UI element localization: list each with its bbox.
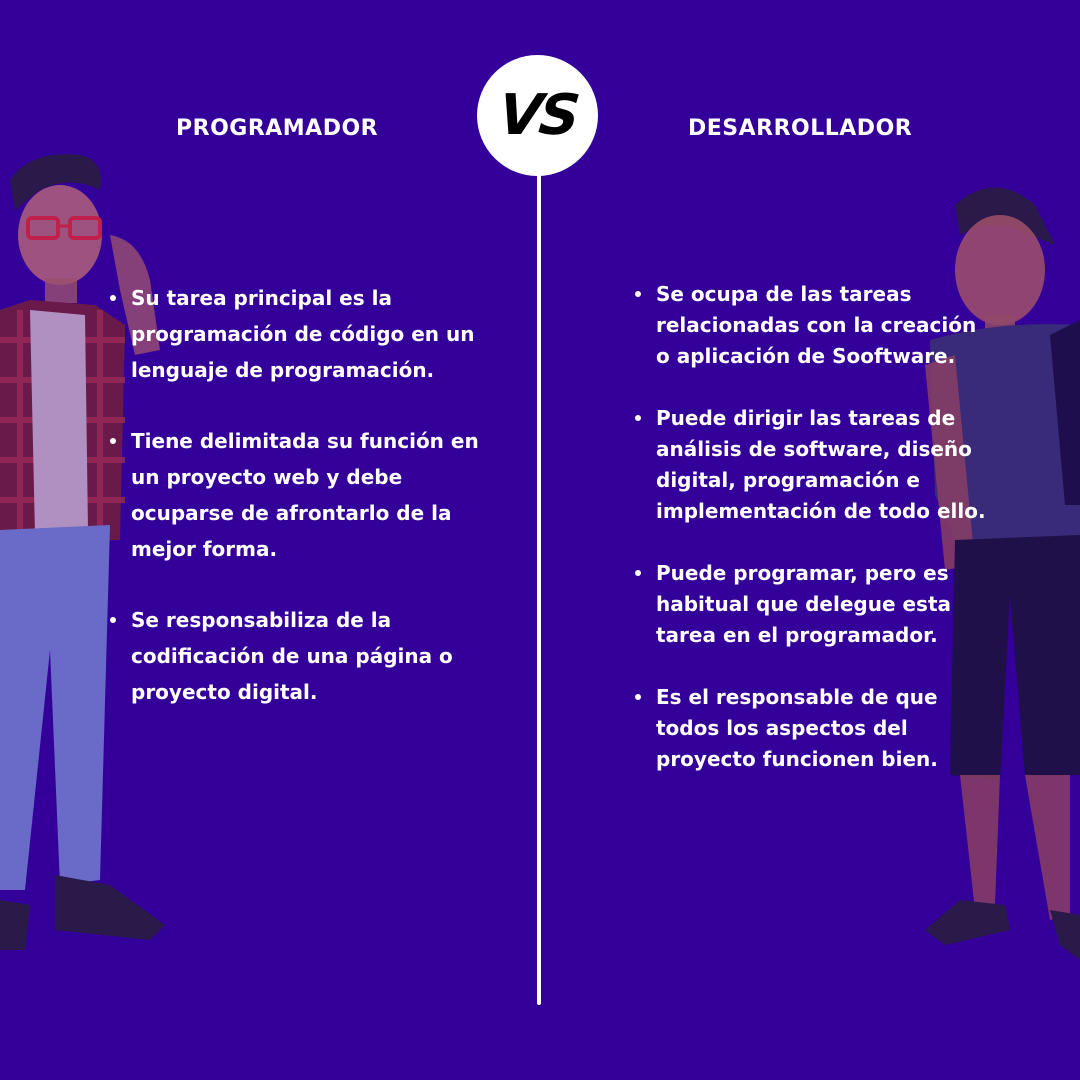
list-item: Su tarea principal es la programación de… <box>110 280 481 388</box>
bullet-icon <box>635 694 641 700</box>
developer-illustration <box>900 175 1080 975</box>
list-item: Puede programar, pero es habitual que de… <box>635 558 996 651</box>
list-item: Se responsabiliza de la codificación de … <box>110 602 481 710</box>
vs-label: VS <box>495 83 580 148</box>
vs-badge: VS <box>477 55 598 176</box>
list-item: Se ocupa de las tareas relacionadas con … <box>635 279 996 372</box>
list-item: Es el responsable de que todos los aspec… <box>635 682 996 775</box>
bullet-icon <box>110 438 116 444</box>
bullet-icon <box>635 570 641 576</box>
bullet-icon <box>635 415 641 421</box>
programmer-heading: PROGRAMADOR <box>176 116 379 141</box>
bullet-icon <box>110 617 116 623</box>
programmer-illustration <box>0 150 170 950</box>
list-item: Puede dirigir las tareas de análisis de … <box>635 403 996 527</box>
center-divider <box>537 170 541 1005</box>
developer-heading: DESARROLLADOR <box>688 116 913 141</box>
developer-list: Se ocupa de las tareas relacionadas con … <box>635 279 996 806</box>
bullet-icon <box>110 295 116 301</box>
programmer-list: Su tarea principal es la programación de… <box>110 280 481 745</box>
list-item: Tiene delimitada su función en un proyec… <box>110 423 481 567</box>
bullet-icon <box>635 291 641 297</box>
